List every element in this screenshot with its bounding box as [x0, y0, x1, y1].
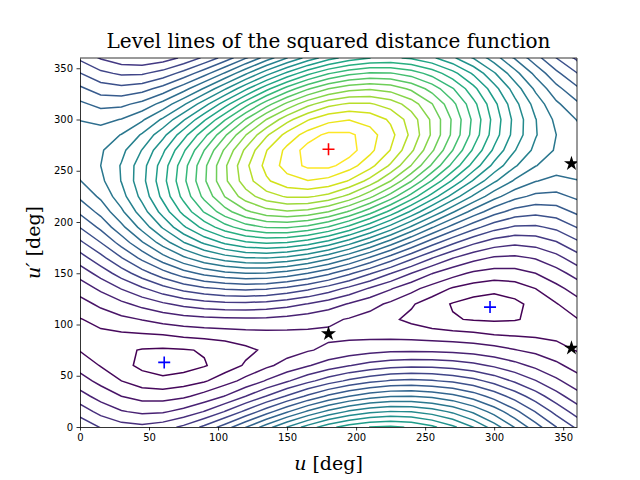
tick: 200: [347, 427, 366, 443]
level-line: [300, 132, 357, 168]
frame: [80, 58, 577, 59]
level-line: [217, 84, 441, 217]
tick-label: 300: [485, 432, 504, 443]
tick-label: 250: [54, 165, 73, 176]
tick-mark: [149, 427, 150, 431]
tick: 350: [554, 427, 573, 443]
level-line: [206, 78, 451, 222]
y-axis: 0 50 100 150 200 250 300 350: [54, 59, 81, 433]
tick: 350: [54, 63, 80, 74]
tick-mark: [425, 427, 426, 431]
x-axis-title: u [deg]: [294, 452, 363, 474]
critical-points: [158, 143, 577, 368]
star-marker: [564, 156, 577, 170]
tick-mark: [494, 427, 495, 431]
level-line: [279, 120, 377, 180]
tick: 150: [54, 268, 80, 279]
level-line: [134, 58, 524, 427]
level-line: [80, 58, 577, 427]
level-line: [146, 58, 512, 427]
plus-marker: [158, 356, 170, 368]
tick-label: 100: [209, 432, 228, 443]
tick-label: 200: [347, 432, 366, 443]
level-line: [80, 58, 577, 427]
contour-lines: [80, 58, 577, 427]
level-line: [80, 58, 577, 427]
tick-label: 0: [77, 432, 83, 443]
level-line: [186, 68, 471, 233]
tick-label: 50: [60, 370, 73, 381]
tick-mark: [77, 376, 81, 377]
star-marker: [564, 340, 577, 354]
level-line: [80, 58, 577, 427]
tick-label: 100: [54, 319, 73, 330]
tick: 250: [54, 165, 80, 176]
tick-mark: [77, 427, 81, 428]
level-line: [249, 103, 408, 197]
chart-svg: 0 50 100 150 200 250 300 350 0 50 100 150 200 250 300 3…: [0, 0, 640, 480]
level-line: [196, 73, 461, 228]
tick-mark: [77, 325, 81, 326]
level-line: [80, 58, 577, 427]
tick-mark: [77, 171, 81, 172]
tick-label: 150: [278, 432, 297, 443]
tick-mark: [563, 427, 564, 431]
level-line: [80, 58, 577, 427]
tick: 250: [416, 427, 435, 443]
tick: 0: [67, 422, 80, 433]
level-line: [227, 90, 431, 211]
level-line: [80, 58, 577, 427]
plot-area: [80, 58, 577, 427]
tick-mark: [77, 68, 81, 69]
level-line: [120, 58, 537, 427]
tick-mark: [77, 273, 81, 274]
level-line: [101, 58, 557, 427]
tick-label: 350: [54, 63, 73, 74]
level-line: [262, 111, 395, 189]
plus-marker: [484, 301, 496, 313]
tick: 100: [54, 319, 80, 330]
level-line: [237, 96, 419, 204]
tick: 150: [278, 427, 297, 443]
x-axis: 0 50 100 150 200 250 300 350: [77, 427, 577, 443]
axis-line: [80, 59, 81, 428]
level-line: [156, 58, 501, 427]
tick-label: 250: [416, 432, 435, 443]
chart-title: Level lines of the squared distance func…: [107, 29, 551, 53]
tick-mark: [287, 427, 288, 431]
level-line: [176, 62, 481, 238]
level-line: [80, 58, 577, 427]
star-marker: [321, 326, 336, 340]
axis-line: [81, 427, 578, 428]
tick-label: 200: [54, 217, 73, 228]
tick-label: 350: [554, 432, 573, 443]
tick-mark: [77, 222, 81, 223]
tick: 200: [54, 217, 80, 228]
tick-mark: [356, 427, 357, 431]
tick-label: 300: [54, 114, 73, 125]
tick-mark: [77, 120, 81, 121]
tick-label: 150: [54, 268, 73, 279]
tick: 300: [485, 427, 504, 443]
tick: 50: [60, 370, 80, 381]
tick-mark: [80, 427, 81, 431]
chart-container: 0 50 100 150 200 250 300 350 0 50 100 150 200 250 300 3…: [0, 0, 640, 480]
tick-label: 50: [143, 432, 156, 443]
level-line: [166, 58, 490, 427]
tick: 50: [143, 427, 156, 443]
tick: 100: [209, 427, 228, 443]
tick: 0: [77, 427, 83, 443]
tick-label: 0: [67, 422, 73, 433]
plus-marker: [323, 143, 335, 155]
tick: 300: [54, 114, 80, 125]
tick-mark: [218, 427, 219, 431]
frame: [577, 58, 578, 427]
level-line: [80, 58, 577, 427]
y-axis-title: u′ [deg]: [22, 206, 44, 279]
level-line: [80, 58, 577, 427]
level-line: [80, 58, 577, 427]
